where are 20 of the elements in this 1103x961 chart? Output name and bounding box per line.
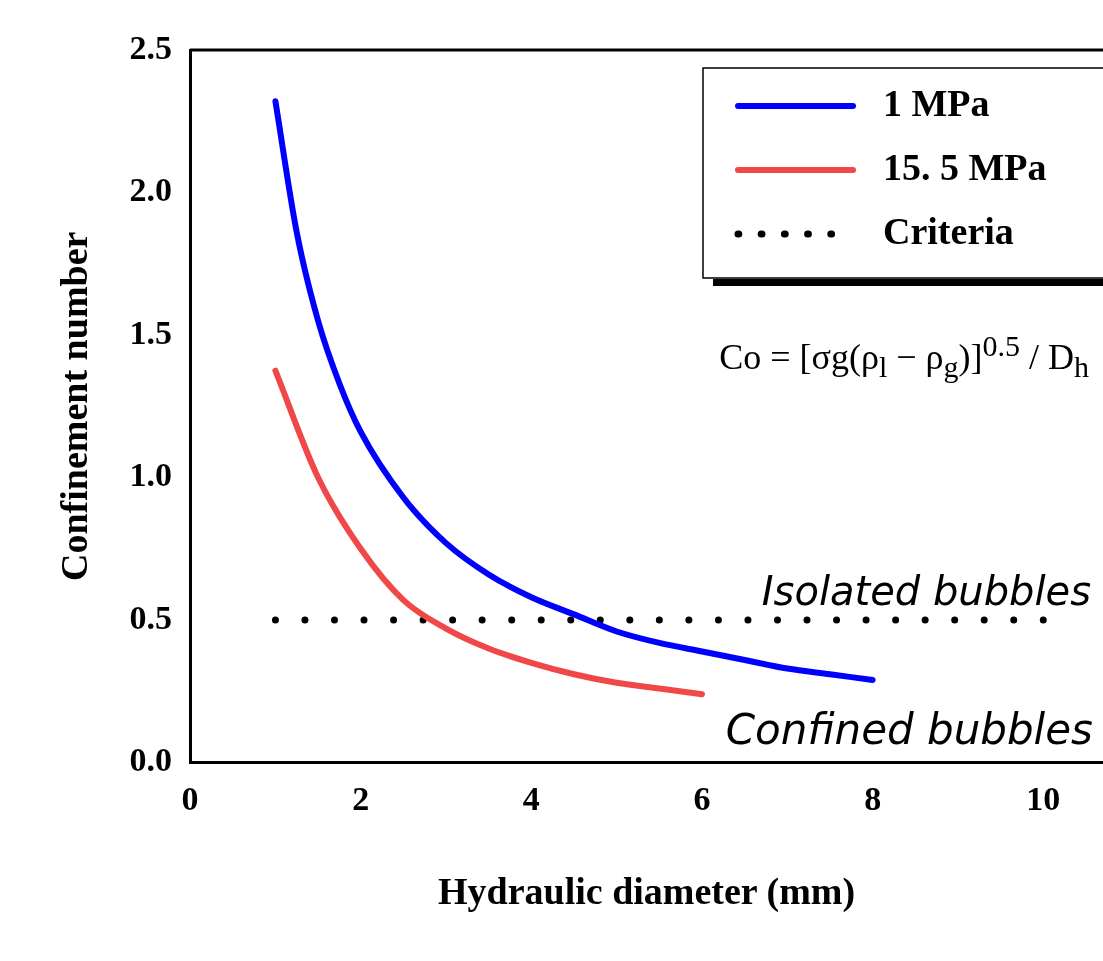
x-tick-label: 8 [864, 779, 882, 817]
x-tick-label: 2 [352, 779, 370, 817]
y-tick-label: 1.0 [129, 456, 173, 494]
y-tick-label: 2.0 [129, 171, 173, 209]
y-tick-label: 0.0 [129, 741, 173, 779]
y-tick-label: 0.5 [129, 598, 173, 636]
annotation: Confined bubbles [721, 705, 1097, 754]
x-tick-label: 10 [1026, 779, 1061, 817]
legend-label: 1 MPa [883, 81, 990, 124]
y-tick-label: 1.5 [129, 313, 173, 351]
annotation: Isolated bubbles [757, 568, 1095, 614]
y-tick-label: 2.5 [129, 28, 173, 66]
x-tick-label: 4 [522, 779, 540, 817]
legend-label: 15. 5 MPa [883, 145, 1047, 188]
x-axis-title: Hydraulic diameter (mm) [437, 870, 856, 914]
annotation: Co = [σg(ρ$_{l}$ − ρ$_{g}$)]$^{0.5}$ / D$_{h}$ [715, 329, 1093, 384]
legend-label: Criteria [883, 209, 1014, 252]
x-tick-label: 0 [181, 779, 199, 817]
x-tick-label: 6 [693, 779, 711, 817]
y-axis-title: Confinement number [52, 231, 95, 581]
